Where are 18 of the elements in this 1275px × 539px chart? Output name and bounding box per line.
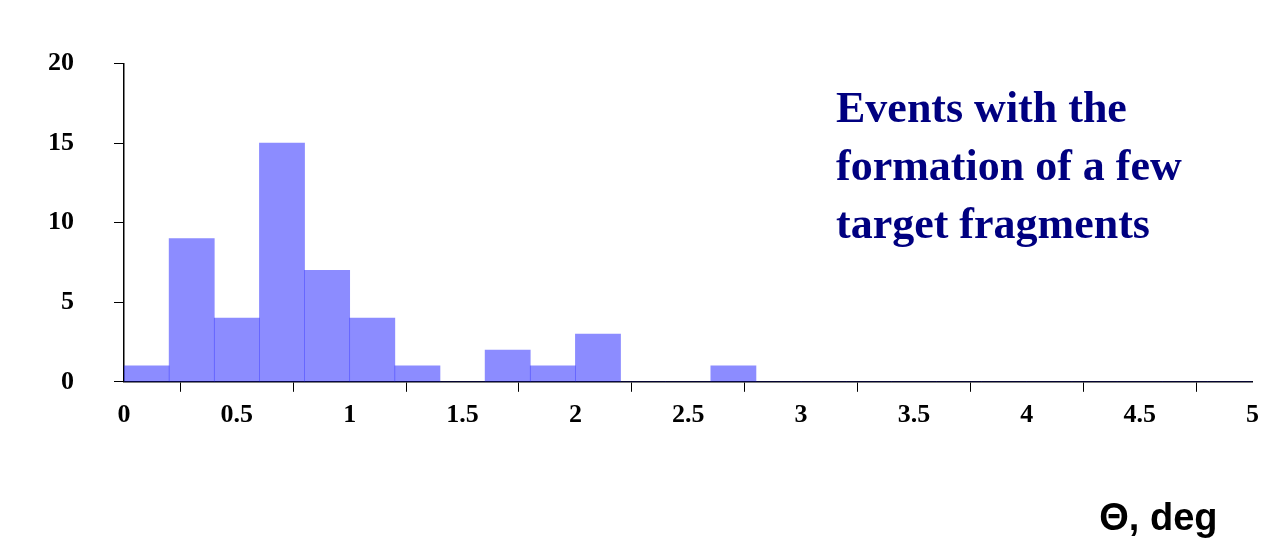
x-tick-label: 1.5 bbox=[446, 399, 479, 429]
x-tick-label: 2.5 bbox=[672, 399, 705, 429]
y-tick-label: 15 bbox=[48, 126, 74, 156]
y-tick-label: 10 bbox=[48, 206, 74, 236]
x-tick-label: 4.5 bbox=[1123, 399, 1156, 429]
y-tick-label: 5 bbox=[61, 285, 74, 315]
x-tick-label: 0.5 bbox=[220, 399, 254, 429]
y-tick-label: 0 bbox=[61, 365, 74, 395]
x-tick-label: 2 bbox=[568, 399, 582, 429]
x-tick-label: 3.5 bbox=[897, 399, 931, 429]
x-tick-label: 0 bbox=[117, 399, 131, 429]
x-tick-label: 3 bbox=[794, 399, 808, 429]
x-tick-label: 4 bbox=[1020, 399, 1034, 429]
annotation: Events with the formation of a few target fragments bbox=[836, 82, 1183, 248]
x-tick-label: 5 bbox=[1246, 399, 1259, 429]
y-tick-label: 20 bbox=[48, 47, 74, 77]
x-tick-label: 1 bbox=[343, 399, 357, 429]
x-axis-title: Θ, deg bbox=[1099, 496, 1218, 538]
